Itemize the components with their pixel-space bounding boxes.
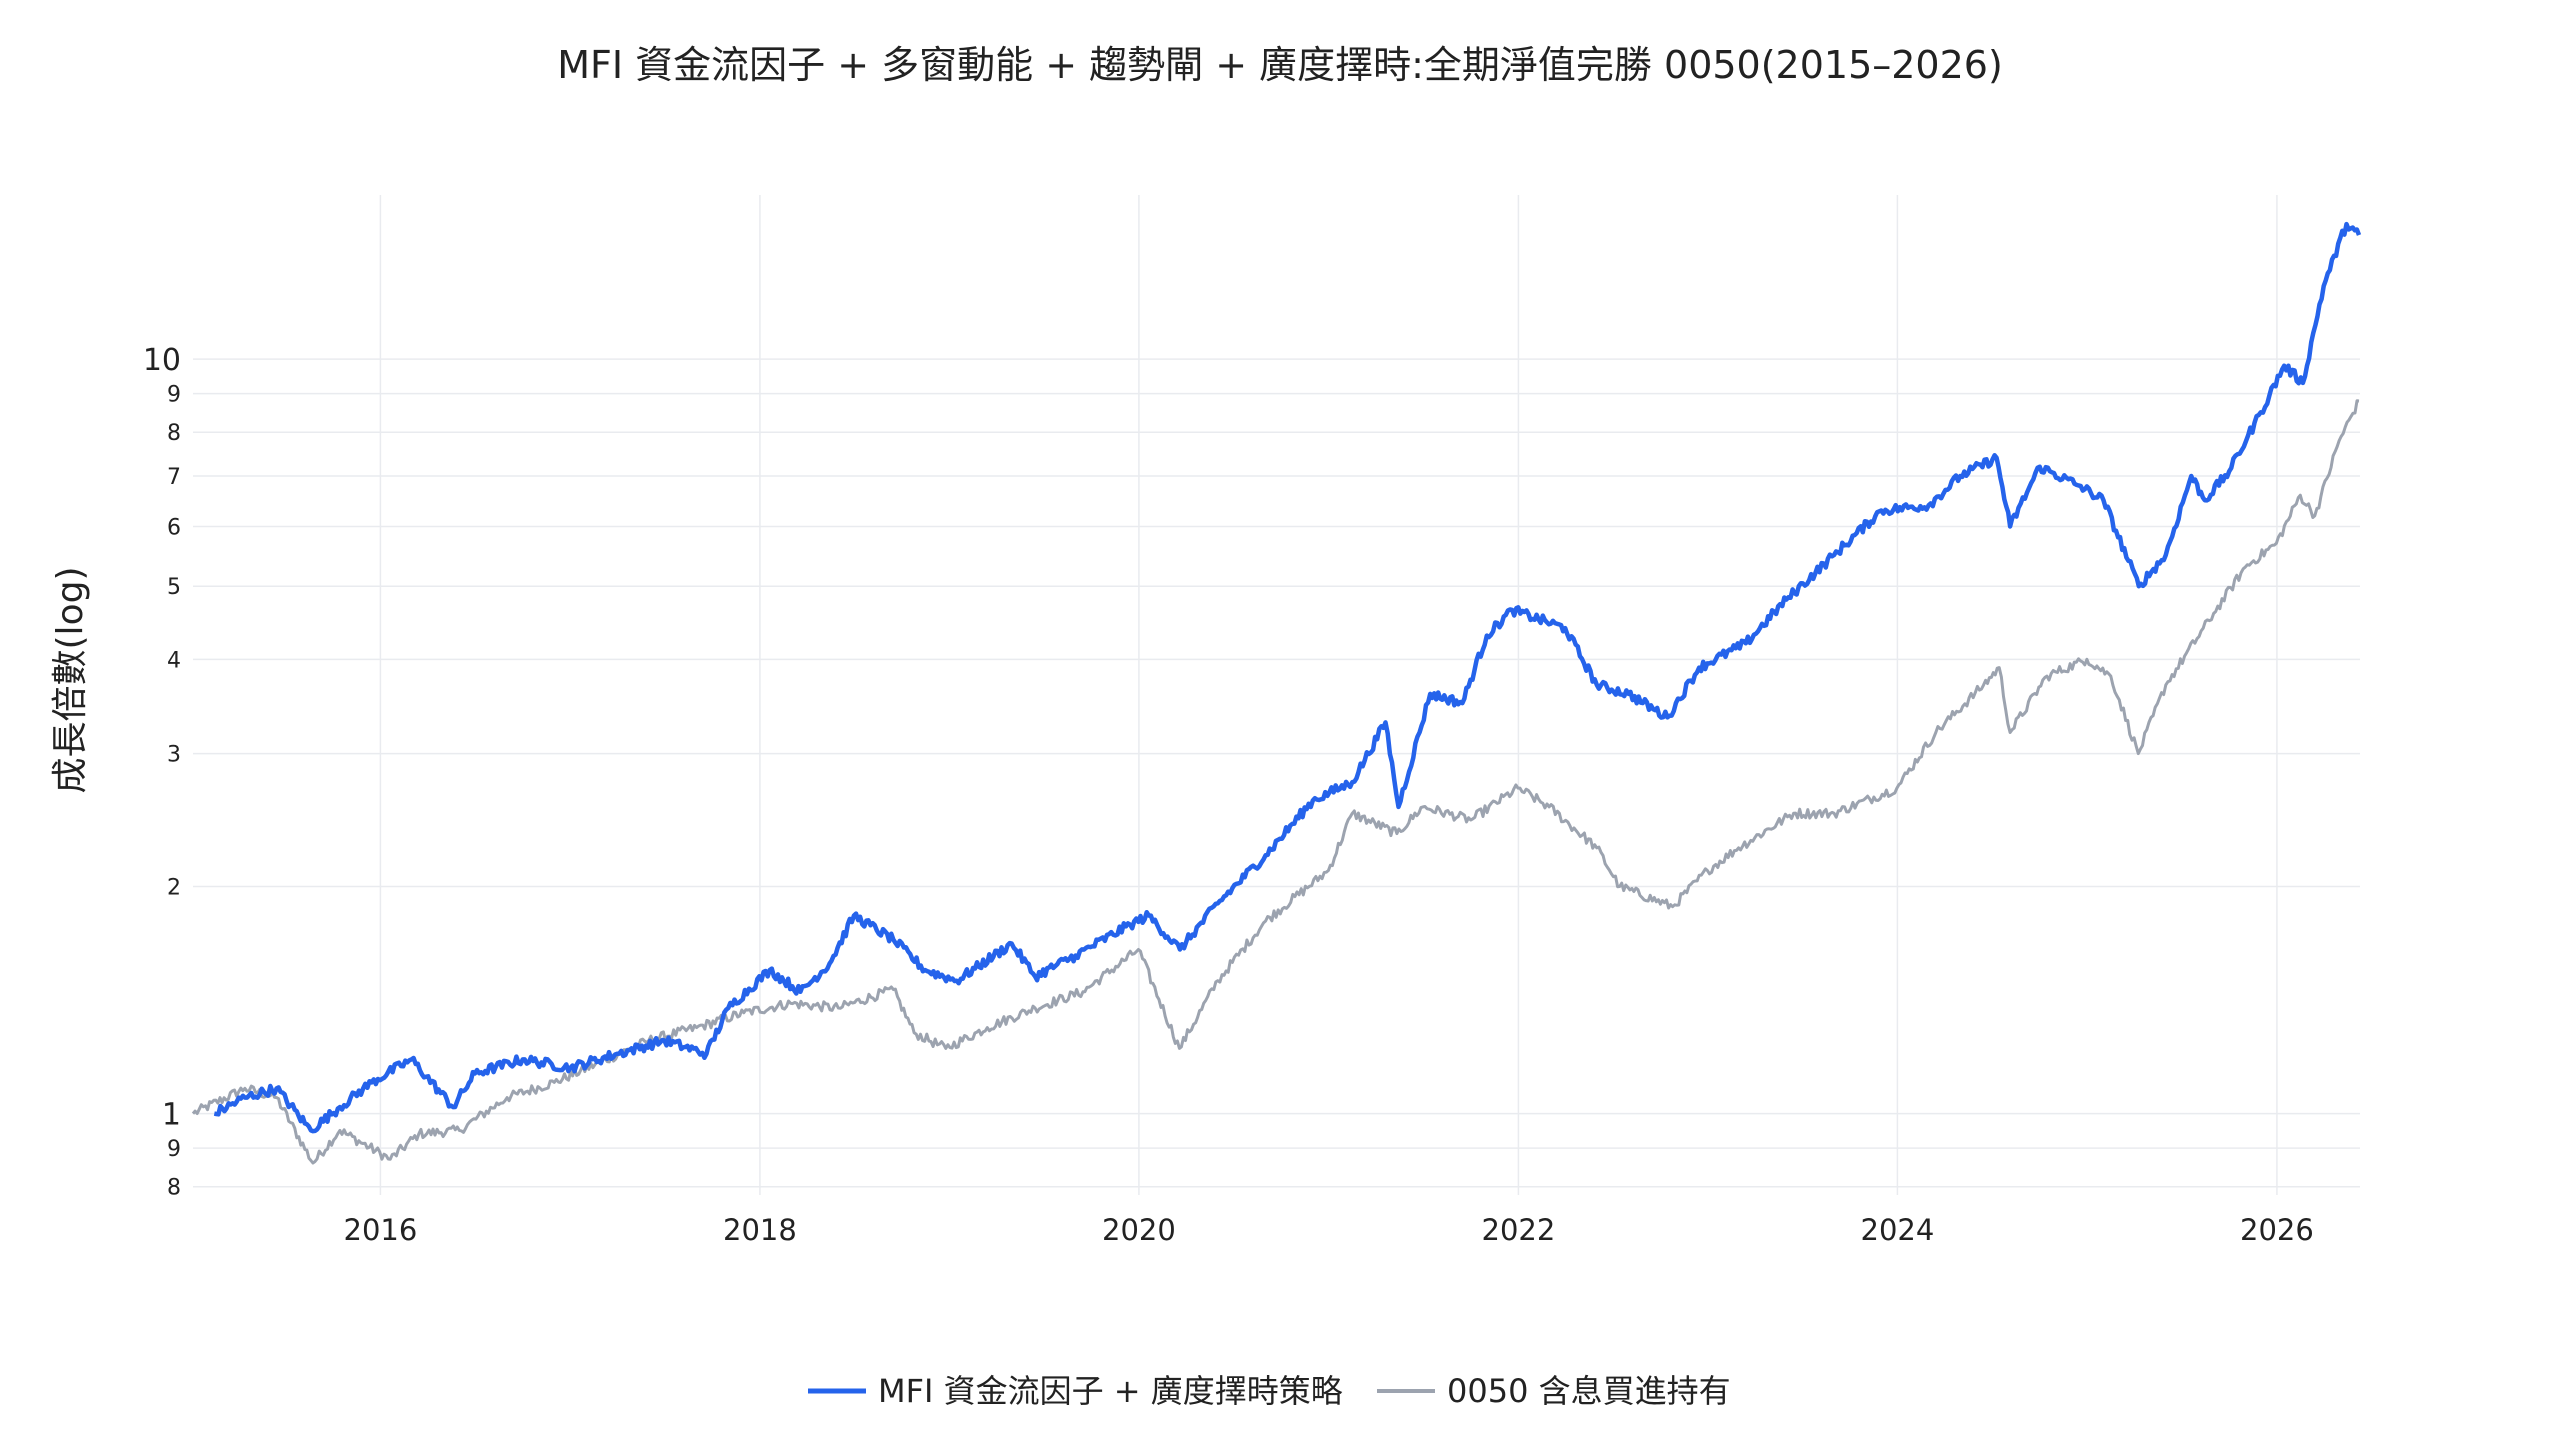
x-tick-label: 2018 — [723, 1213, 797, 1247]
x-tick-label: 2026 — [2240, 1213, 2314, 1247]
y-tick-label: 1 — [162, 1098, 181, 1133]
y-axis-ticks: 8 9 1 2 3 4 5 6 7 8 9 10 — [143, 343, 181, 1201]
x-axis-ticks: 2016 2018 2020 2022 2024 2026 — [344, 1213, 2314, 1247]
legend-item-0050-label: 0050 含息買進持有 — [1447, 1372, 1731, 1410]
legend-item-strategy-label: MFI 資金流因子 + 廣度擇時策略 — [878, 1372, 1343, 1410]
grid — [193, 195, 2360, 1195]
y-tick-label: 5 — [167, 575, 181, 600]
series-lines — [191, 221, 2362, 1165]
x-tick-label: 2022 — [1482, 1213, 1556, 1247]
y-axis-label: 成長倍數(log) — [50, 567, 91, 794]
x-tick-label: 2024 — [1861, 1213, 1935, 1247]
x-tick-label: 2016 — [344, 1213, 418, 1247]
x-tick-label: 2020 — [1102, 1213, 1176, 1247]
y-tick-label: 4 — [167, 648, 181, 673]
y-tick-label: 7 — [167, 465, 181, 490]
legend: MFI 資金流因子 + 廣度擇時策略 0050 含息買進持有 — [808, 1372, 1731, 1410]
chart-title: MFI 資金流因子 + 多窗動能 + 趨勢閘 + 廣度擇時:全期淨值完勝 005… — [557, 43, 2003, 87]
y-tick-label: 3 — [167, 743, 181, 768]
series-line-0050 — [191, 399, 2360, 1165]
y-tick-label: 9 — [167, 383, 181, 408]
y-tick-label: 6 — [167, 515, 181, 540]
y-tick-label: 2 — [167, 875, 181, 900]
y-tick-label: 9 — [167, 1137, 181, 1162]
y-tick-label: 8 — [167, 1176, 181, 1201]
y-tick-label: 8 — [167, 421, 181, 446]
y-tick-label: 10 — [143, 343, 181, 378]
series-line-strategy — [213, 221, 2362, 1134]
